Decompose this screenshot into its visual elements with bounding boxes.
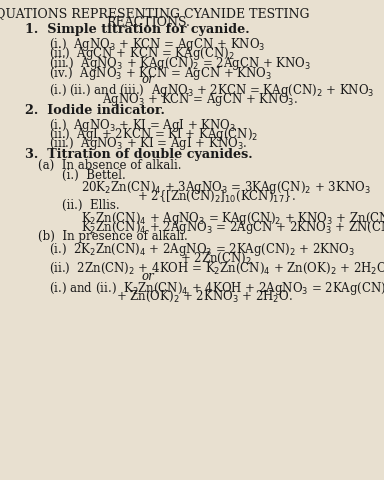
Text: (i.)  AgNO$_3$ + KI = AgI + KNO$_3$: (i.) AgNO$_3$ + KI = AgI + KNO$_3$ <box>49 116 236 133</box>
Text: EQUATIONS REPRESENTING CYANIDE TESTING: EQUATIONS REPRESENTING CYANIDE TESTING <box>0 7 310 20</box>
Text: (i.)  AgNO$_3$ + KCN = AgCN + KNO$_3$: (i.) AgNO$_3$ + KCN = AgCN + KNO$_3$ <box>49 36 265 53</box>
Text: 2.  Iodide indicator.: 2. Iodide indicator. <box>25 104 165 117</box>
Text: (iv.)  AgNO$_3$ + KCN = AgCN + KNO$_3$: (iv.) AgNO$_3$ + KCN = AgCN + KNO$_3$ <box>49 64 272 81</box>
Text: 20K$_2$Zn(CN)$_4$ + 3AgNO$_3$ = 3KAg(CN)$_2$ + 3KNO$_3$: 20K$_2$Zn(CN)$_4$ + 3AgNO$_3$ = 3KAg(CN)… <box>81 179 371 196</box>
Text: (i.)  2K$_2$Zn(CN)$_4$ + 2AgNO$_3$ = 2KAg(CN)$_2$ + 2KNO$_3$: (i.) 2K$_2$Zn(CN)$_4$ + 2AgNO$_3$ = 2KAg… <box>49 240 355 257</box>
Text: (iii.)  AgNO$_3$ + KI = AgI + KNO$_3$.: (iii.) AgNO$_3$ + KI = AgI + KNO$_3$. <box>49 135 247 152</box>
Text: AgNO$_3$ + KCN = AgCN + KNO$_3$.: AgNO$_3$ + KCN = AgCN + KNO$_3$. <box>103 91 298 108</box>
Text: (b)  In presence of alkali.: (b) In presence of alkali. <box>38 230 188 243</box>
Text: (ii.)  AgCN + KCN = KAg(CN)$_2$: (ii.) AgCN + KCN = KAg(CN)$_2$ <box>49 45 235 62</box>
Text: or: or <box>141 73 154 86</box>
Text: (i.)  Bettel.: (i.) Bettel. <box>62 168 126 181</box>
Text: (ii.)  Ellis.: (ii.) Ellis. <box>62 199 120 212</box>
Text: 3.  Titration of double cyanides.: 3. Titration of double cyanides. <box>25 147 253 160</box>
Text: (iii.)  AgNO$_3$ + KAg(CN)$_2$ = 2AgCN + KNO$_3$: (iii.) AgNO$_3$ + KAg(CN)$_2$ = 2AgCN + … <box>49 55 311 72</box>
Text: (i.) (ii.) and (iii.)  AgNO$_3$ + 2KCN = KAg(CN)$_2$ + KNO$_3$: (i.) (ii.) and (iii.) AgNO$_3$ + 2KCN = … <box>49 82 374 99</box>
Text: + Zn(OK)$_2$ + 2KNO$_3$ + 2H$_2$O.: + Zn(OK)$_2$ + 2KNO$_3$ + 2H$_2$O. <box>116 288 293 304</box>
Text: + 2Zn(CN)$_2$: + 2Zn(CN)$_2$ <box>180 250 252 265</box>
Text: REACTIONS.: REACTIONS. <box>106 16 190 29</box>
Text: (ii.)  2Zn(CN)$_2$ + 4KOH = K$_2$Zn(CN)$_4$ + Zn(OK)$_2$ + 2H$_2$O: (ii.) 2Zn(CN)$_2$ + 4KOH = K$_2$Zn(CN)$_… <box>49 260 384 275</box>
Text: or: or <box>141 269 154 282</box>
Text: + 2{[Zn(CN)$_2$]$_{10}$(KCN)$_{17}$}.: + 2{[Zn(CN)$_2$]$_{10}$(KCN)$_{17}$}. <box>137 189 296 204</box>
Text: (i.) and (ii.)  K$_2$Zn(CN)$_4$ + 4KOH + 2AgNO$_3$ = 2KAg(CN)$_2$: (i.) and (ii.) K$_2$Zn(CN)$_4$ + 4KOH + … <box>49 279 384 296</box>
Text: K$_2$Zn(CN)$_4$ + 2AgNO$_3$ = 2AgCN + 2KNO$_3$ + ZN(CN)$_2$.: K$_2$Zn(CN)$_4$ + 2AgNO$_3$ = 2AgCN + 2K… <box>81 219 384 236</box>
Text: 1.  Simple titration for cyanide.: 1. Simple titration for cyanide. <box>25 23 250 36</box>
Text: K$_2$Zn(CN)$_4$ + AgNO$_3$ = KAg(CN)$_2$ + KNO$_3$ + Zn(CN)$_2$: K$_2$Zn(CN)$_4$ + AgNO$_3$ = KAg(CN)$_2$… <box>81 209 384 227</box>
Text: (a)  In absence of alkali.: (a) In absence of alkali. <box>38 158 182 171</box>
Text: (ii.)  AgI + 2KCN = KI + KAg(CN)$_2$: (ii.) AgI + 2KCN = KI + KAg(CN)$_2$ <box>49 125 258 143</box>
